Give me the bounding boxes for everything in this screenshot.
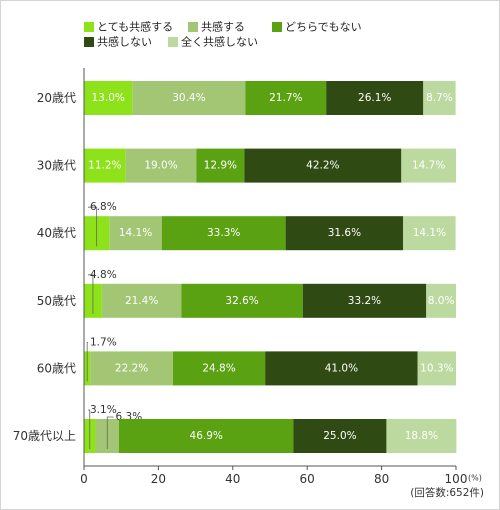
bar-segment-3-3 xyxy=(302,283,427,318)
data-label-3-4: 8.0% xyxy=(428,295,455,307)
bar-segment-2-1 xyxy=(109,216,162,251)
data-label-5-0: 3.1% xyxy=(90,404,117,416)
data-label-0-2: 21.7% xyxy=(269,92,302,104)
callout-line-5-0 xyxy=(88,409,91,449)
data-label-1-1: 19.0% xyxy=(144,160,177,172)
x-tick-label-1: 20 xyxy=(151,472,166,486)
x-tick-label-2: 40 xyxy=(225,472,240,486)
data-label-0-3: 26.1% xyxy=(358,92,391,104)
legend-label-0: とても共感する xyxy=(97,21,173,34)
data-label-4-3: 41.0% xyxy=(325,362,358,374)
bar-segment-0-4 xyxy=(423,81,456,115)
category-label-0: 20歳代 xyxy=(37,91,76,105)
data-label-2-4: 14.1% xyxy=(413,227,446,239)
callout-line-5-1 xyxy=(106,416,114,449)
data-label-2-2: 33.3% xyxy=(207,227,240,239)
bar-segment-0-1 xyxy=(132,81,246,115)
bar-segment-0-0 xyxy=(84,81,133,115)
data-label-3-2: 32.6% xyxy=(225,295,258,307)
bar-segment-5-2 xyxy=(118,419,294,453)
data-label-1-3: 42.2% xyxy=(306,160,339,172)
legend-swatch-0 xyxy=(84,22,94,32)
bar-segment-4-3 xyxy=(265,351,418,386)
category-label-5: 70歳代以上 xyxy=(13,429,76,443)
x-tick-label-5: 100 xyxy=(445,472,468,486)
bar-segment-1-4 xyxy=(401,148,456,183)
data-label-4-0: 1.7% xyxy=(90,336,117,348)
data-label-5-4: 18.8% xyxy=(405,430,438,442)
bar-segment-0-3 xyxy=(326,81,424,115)
bar-segment-3-4 xyxy=(426,283,456,318)
data-label-3-3: 33.2% xyxy=(348,295,381,307)
bar-segment-0-2 xyxy=(245,81,327,115)
legend-swatch-3 xyxy=(84,37,94,47)
legend-label-4: 全く共感しない xyxy=(181,35,258,49)
data-label-5-3: 25.0% xyxy=(323,430,356,442)
category-label-4: 60歳代 xyxy=(37,361,76,375)
callout-line-2-0 xyxy=(88,206,98,247)
bar-segment-5-4 xyxy=(386,419,457,453)
legend-swatch-2 xyxy=(272,22,282,32)
response-count-note: (回答数:652件) xyxy=(410,486,484,499)
x-axis-unit: (%) xyxy=(468,474,482,483)
data-label-4-1: 22.2% xyxy=(115,362,148,374)
data-label-3-1: 21.4% xyxy=(125,295,158,307)
bar-segment-4-2 xyxy=(172,351,266,386)
bar-segment-1-2 xyxy=(196,148,245,183)
x-tick-label-0: 0 xyxy=(80,472,88,486)
data-label-2-3: 31.6% xyxy=(328,227,361,239)
data-label-4-2: 24.8% xyxy=(202,362,235,374)
data-label-5-2: 46.9% xyxy=(190,430,223,442)
category-label-2: 40歳代 xyxy=(37,226,76,240)
legend-label-3: 共感しない xyxy=(97,36,152,49)
legend-swatch-1 xyxy=(188,22,198,32)
callout-line-4-0 xyxy=(86,341,88,382)
data-label-0-0: 13.0% xyxy=(92,92,125,104)
legend-label-2: どちらでもない xyxy=(285,21,362,34)
category-label-3: 50歳代 xyxy=(37,294,76,308)
category-label-1: 30歳代 xyxy=(37,159,76,173)
bar-segment-4-4 xyxy=(417,351,456,386)
bar-segment-3-1 xyxy=(101,283,182,318)
data-label-0-4: 8.7% xyxy=(426,92,453,104)
data-label-0-1: 30.4% xyxy=(172,92,205,104)
data-label-1-0: 11.2% xyxy=(88,160,121,172)
bar-segment-2-4 xyxy=(403,216,456,251)
data-label-4-4: 10.3% xyxy=(420,362,453,374)
data-label-1-2: 12.9% xyxy=(204,160,237,172)
data-label-2-0: 6.8% xyxy=(90,201,117,213)
bar-segment-1-1 xyxy=(125,148,197,183)
data-label-2-1: 14.1% xyxy=(119,227,152,239)
legend-swatch-4 xyxy=(168,37,178,47)
bar-segment-2-3 xyxy=(285,216,404,251)
x-tick-label-4: 80 xyxy=(374,472,389,486)
bar-segment-3-2 xyxy=(181,283,303,318)
legend-label-1: 共感する xyxy=(201,21,245,34)
bar-segment-4-1 xyxy=(90,351,173,386)
callout-line-3-0 xyxy=(88,274,94,314)
bar-segment-2-2 xyxy=(161,216,286,251)
data-label-3-0: 4.8% xyxy=(90,269,117,281)
bar-segment-1-3 xyxy=(244,148,402,183)
data-label-1-4: 14.7% xyxy=(412,160,445,172)
x-tick-label-3: 60 xyxy=(300,472,315,486)
bar-segment-5-3 xyxy=(293,419,387,453)
bar-segment-1-0 xyxy=(84,148,126,183)
